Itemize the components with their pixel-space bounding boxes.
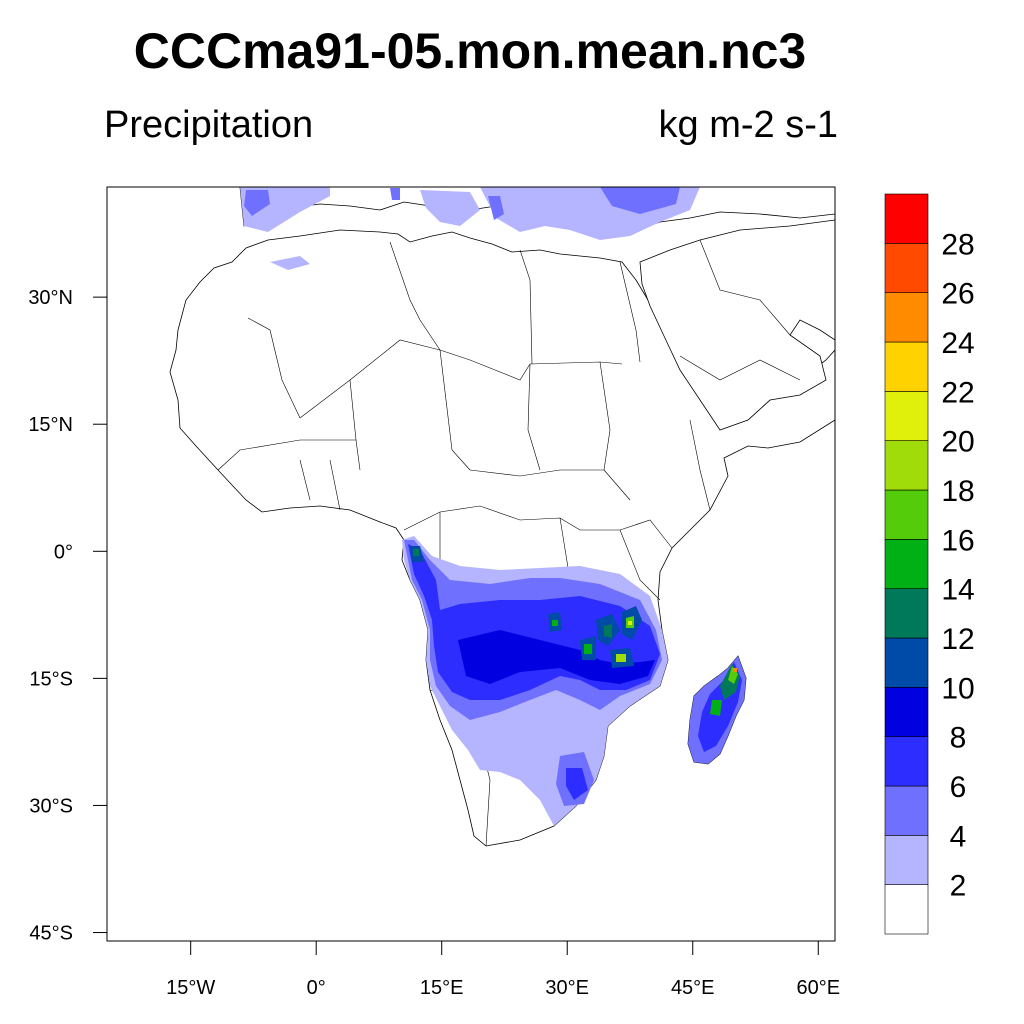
precip-southern-africa <box>402 536 668 826</box>
colorbar-swatch <box>884 884 929 935</box>
colorbar-label: 26 <box>941 278 974 311</box>
colorbar-label: 4 <box>950 820 967 853</box>
lon-tick-label: 45°E <box>671 977 715 999</box>
latitude-axis: 30°N 15°N 0° 15°S 30°S 45°S <box>28 287 107 945</box>
colorbar-swatch <box>884 341 929 392</box>
lon-tick-label: 60°E <box>796 977 840 999</box>
colorbar-swatch <box>884 243 929 293</box>
lon-tick-label: 0° <box>307 977 326 999</box>
arabia-coastline <box>639 219 835 431</box>
colorbar-label: 22 <box>941 376 974 409</box>
colorbar-swatch <box>884 835 929 885</box>
colorbar-swatch <box>884 687 929 737</box>
precip-madagascar <box>688 656 746 764</box>
lat-tick-label: 0° <box>54 541 73 563</box>
colorbar-swatch <box>884 637 929 688</box>
map-content <box>107 187 835 941</box>
units-label: kg m-2 s-1 <box>658 104 838 146</box>
lon-tick-label: 15°E <box>420 977 464 999</box>
africa-coastline <box>169 229 835 847</box>
colorbar-swatch <box>884 292 929 343</box>
colorbar-swatch <box>884 736 929 787</box>
colorbar-label: 2 <box>950 870 967 903</box>
colorbar-swatch <box>884 391 929 441</box>
lat-tick-label: 45°S <box>29 923 73 945</box>
colorbar-label: 6 <box>950 771 967 804</box>
colorbar-swatch <box>884 440 929 491</box>
colorbar-label: 20 <box>941 426 974 459</box>
colorbar-label: 10 <box>941 672 974 705</box>
lat-tick-label: 15°S <box>29 668 73 690</box>
colorbar-label: 18 <box>941 475 974 508</box>
colorbar-label: 12 <box>941 623 974 656</box>
colorbar-label: 8 <box>950 722 967 755</box>
longitude-axis: 15°W 0° 15°E 30°E 45°E 60°E <box>166 941 840 999</box>
variable-label: Precipitation <box>104 104 314 146</box>
colorbar-label: 14 <box>941 574 974 607</box>
map-frame <box>106 186 836 942</box>
lat-tick-label: 15°N <box>28 414 73 436</box>
colorbar-swatch <box>884 785 929 836</box>
colorbar-label: 16 <box>941 524 974 557</box>
colorbar-label: 28 <box>941 228 974 261</box>
colorbar-swatch <box>884 489 929 540</box>
colorbar-swatch <box>884 588 929 639</box>
lat-tick-label: 30°N <box>28 287 73 309</box>
lon-tick-label: 30°E <box>545 977 589 999</box>
colorbar-swatch <box>884 539 929 589</box>
chart-title: CCCma91-05.mon.mean.nc3 <box>133 23 807 79</box>
precip-europe <box>240 187 700 270</box>
colorbar-label: 24 <box>941 327 974 360</box>
colorbar-swatch <box>884 193 929 244</box>
lon-tick-label: 15°W <box>166 977 215 999</box>
lat-tick-label: 30°S <box>29 795 73 817</box>
